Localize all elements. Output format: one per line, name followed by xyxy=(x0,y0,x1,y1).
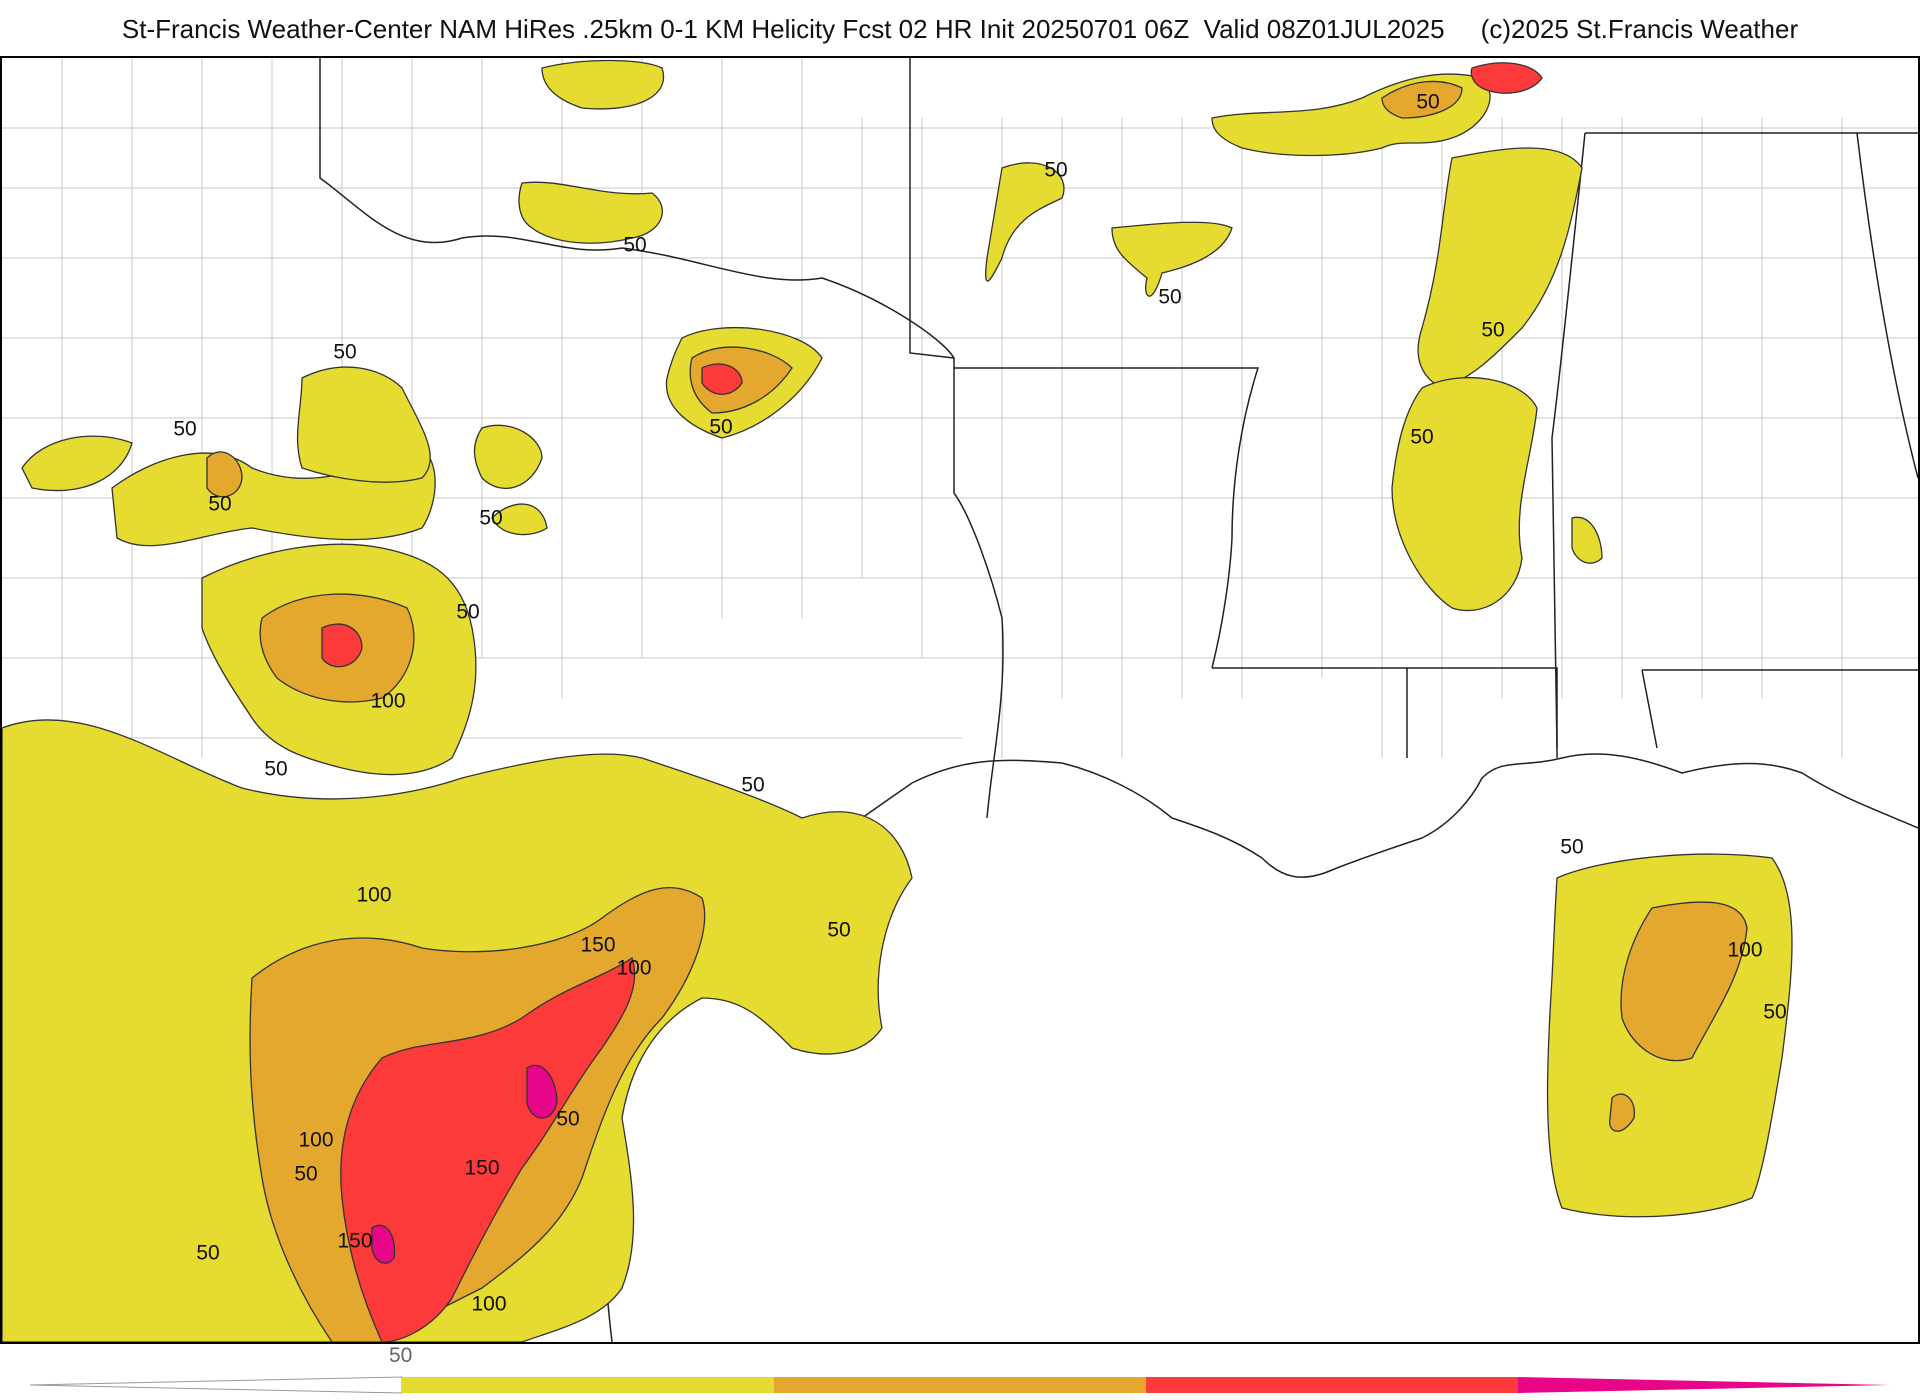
contour-label: 50 xyxy=(623,234,646,257)
contour-label: 100 xyxy=(370,690,405,713)
helicity-50-area xyxy=(1571,516,1603,564)
contour-label: 50 xyxy=(264,758,287,781)
contour-label: 50 xyxy=(456,601,479,624)
contour-label: 50 xyxy=(827,919,850,942)
helicity-50-area xyxy=(985,162,1065,282)
helicity-50-area xyxy=(473,424,543,489)
helicity-100-area xyxy=(1381,80,1463,119)
colorbar xyxy=(30,1376,1890,1394)
contour-label: 50 xyxy=(1481,319,1504,342)
state-boundaries xyxy=(319,58,1918,819)
helicity-200-area xyxy=(526,1064,558,1119)
colorbar-high-triangle xyxy=(1518,1377,1890,1393)
helicity-100-area xyxy=(1620,901,1748,1062)
helicity-150-area xyxy=(1470,62,1543,94)
contour-label: 50 xyxy=(208,493,231,516)
contour-label: 150 xyxy=(580,934,615,957)
contour-label: 100 xyxy=(1727,939,1762,962)
contour-label: 50 xyxy=(173,418,196,441)
page-title: St-Francis Weather-Center NAM HiRes .25k… xyxy=(121,14,1799,44)
contour-label: 50 xyxy=(741,774,764,797)
contour-label: 150 xyxy=(464,1157,499,1180)
helicity-50-area xyxy=(1417,147,1583,389)
colorbar-segment xyxy=(1146,1377,1518,1393)
helicity-50-area xyxy=(518,181,663,244)
helicity-150-area xyxy=(321,623,363,668)
contour-label: 50 xyxy=(1044,159,1067,182)
contour-label: 50 xyxy=(1410,426,1433,449)
contour-label: 50 xyxy=(479,507,502,530)
helicity-map: 50 50 50 50 50 50 50 50 100 50 50 100 150 100 50 50 100 5… xyxy=(0,56,1920,1344)
helicity-150-area xyxy=(701,363,743,395)
helicity-100-area xyxy=(206,451,243,498)
helicity-50-area xyxy=(491,503,548,536)
colorbar-segment xyxy=(402,1377,774,1393)
contour-label: 50 xyxy=(1763,1001,1786,1024)
colorbar-segment xyxy=(774,1377,1146,1393)
contour-label: 50 xyxy=(1560,836,1583,859)
helicity-50-area xyxy=(21,435,133,492)
contour-label: 50 xyxy=(196,1242,219,1265)
helicity-200-area xyxy=(371,1224,396,1264)
helicity-50-area xyxy=(541,59,665,110)
contour-label: 50 xyxy=(709,416,732,439)
helicity-50-area xyxy=(296,366,431,483)
colorbar-low-triangle xyxy=(30,1376,403,1394)
colorbar-tick-label: 50 xyxy=(389,1344,413,1367)
helicity-100-area xyxy=(1609,1093,1635,1132)
contour-label: 100 xyxy=(356,884,391,907)
contour-label: 50 xyxy=(556,1108,579,1131)
contour-label: 50 xyxy=(1158,286,1181,309)
helicity-50-area xyxy=(1111,221,1233,297)
contour-label: 150 xyxy=(337,1230,372,1253)
contour-label: 50 xyxy=(1416,91,1439,114)
contour-label: 100 xyxy=(616,957,651,980)
contour-label: 100 xyxy=(471,1293,506,1316)
helicity-150-area xyxy=(340,956,636,1342)
contour-label: 50 xyxy=(294,1163,317,1186)
contour-label: 100 xyxy=(298,1129,333,1152)
helicity-50-area xyxy=(1391,376,1538,612)
contour-label: 50 xyxy=(333,341,356,364)
